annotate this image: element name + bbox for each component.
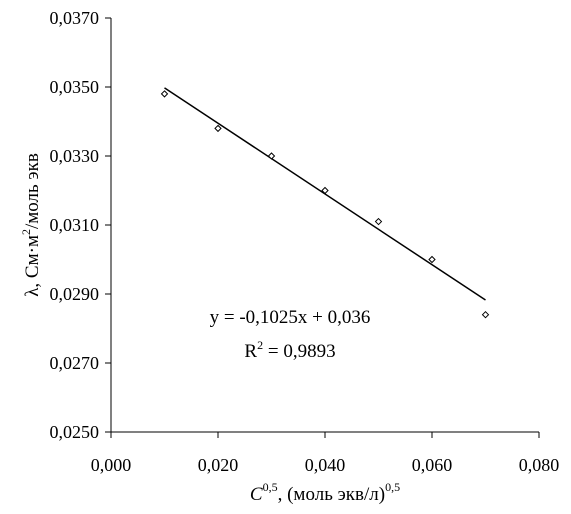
x-axis-title: C0,5, (моль экв/л)0,5: [250, 480, 400, 505]
data-points: [160, 90, 490, 319]
y-tick-label: 0,0350: [50, 77, 100, 97]
axes: [110, 18, 539, 433]
y-tick-label: 0,0250: [50, 422, 100, 442]
x-tick-label: 0,060: [412, 455, 453, 475]
y-tick-label: 0,0330: [50, 146, 100, 166]
y-tick-label: 0,0370: [50, 8, 100, 28]
r-squared-label: R2 = 0,9893: [244, 338, 335, 362]
data-point: [374, 217, 383, 226]
x-tick-label: 0,040: [305, 455, 346, 475]
y-ticks: 0,0250 0,0270 0,0290 0,0310 0,0330 0,0350 0,03…: [50, 8, 111, 442]
data-point: [214, 124, 222, 133]
x-tick-label: 0,080: [519, 455, 560, 475]
y-axis-title: λ, См·м2/моль экв: [19, 153, 43, 297]
data-point: [481, 310, 490, 319]
x-tick-label: 0,000: [91, 455, 132, 475]
y-tick-label: 0,0290: [50, 284, 100, 304]
data-point: [160, 90, 169, 98]
y-tick-label: 0,0270: [50, 353, 100, 373]
data-point: [321, 186, 329, 195]
y-tick-label: 0,0310: [50, 215, 100, 235]
data-point: [267, 152, 276, 160]
trendline-equation: y = -0,1025x + 0,036: [210, 307, 371, 328]
data-point: [428, 255, 436, 264]
x-ticks: 0,000 0,020 0,040 0,060 0,080: [91, 432, 560, 475]
x-tick-label: 0,020: [198, 455, 239, 475]
